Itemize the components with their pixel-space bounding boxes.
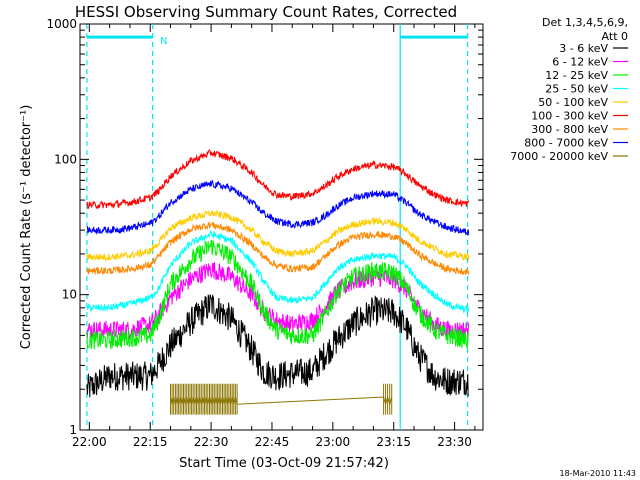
- series-50-100-kev: [86, 209, 470, 262]
- series-layer: [86, 149, 470, 415]
- legend-header-line-1: Det 1,3,4,5,6,9,: [542, 16, 628, 29]
- plot-frame: [79, 23, 484, 431]
- legend-header-line-2: Att 0: [602, 30, 628, 43]
- y-tick-label-3: 1000: [46, 17, 77, 31]
- series-300-800-kev: [86, 221, 470, 276]
- x-axis-label: Start Time (03-Oct-09 21:57:42): [179, 456, 389, 471]
- legend-label-100-300-kev: 100 - 300 keV: [531, 110, 608, 123]
- y-tick-label-1: 10: [62, 288, 77, 302]
- timestamp: 18-Mar-2010 11:43: [560, 469, 637, 478]
- series-7000-20000-kev: [170, 395, 393, 407]
- series-3-6-kev: [86, 294, 469, 398]
- legend-label-3-6-kev: 3 - 6 keV: [559, 42, 608, 55]
- legend-label-300-800-kev: 300 - 800 keV: [531, 123, 608, 136]
- series-800-7000-kev: [86, 179, 470, 236]
- legend-label-25-50-kev: 25 - 50 keV: [545, 83, 608, 96]
- chart-title: HESSI Observing Summary Count Rates, Cor…: [75, 3, 457, 21]
- x-tick-label-3: 22:45: [255, 435, 290, 449]
- y-tick-label-0: 1: [69, 423, 77, 437]
- y-tick-label-2: 100: [54, 152, 77, 166]
- legend-label-12-25-kev: 12 - 25 keV: [545, 69, 608, 82]
- x-tick-label-2: 22:30: [194, 435, 229, 449]
- x-tick-label-5: 23:15: [376, 435, 411, 449]
- legend-label-50-100-kev: 50 - 100 keV: [538, 96, 608, 109]
- x-tick-label-1: 22:15: [133, 435, 168, 449]
- y-axis-label: Corrected Count Rate (s⁻¹ detector⁻¹): [19, 105, 34, 350]
- night-label: N: [160, 36, 167, 47]
- legend-label-800-7000-kev: 800 - 7000 keV: [524, 137, 608, 150]
- series-100-300-kev: [86, 149, 470, 210]
- x-tick-label-4: 23:00: [316, 435, 351, 449]
- x-tick-label-6: 23:30: [437, 435, 472, 449]
- series-12-25-kev: [86, 239, 470, 350]
- axes: 22:00 22:15 22:30 22:45 23:00 23:15 23:30 1 10 10…: [46, 17, 483, 449]
- series-25-50-kev: [86, 229, 470, 314]
- legend-label-6-12-kev: 6 - 12 keV: [552, 56, 608, 69]
- x-tick-label-0: 22:00: [72, 435, 107, 449]
- legend-label-7000-20000-kev: 7000 - 20000 keV: [510, 150, 608, 163]
